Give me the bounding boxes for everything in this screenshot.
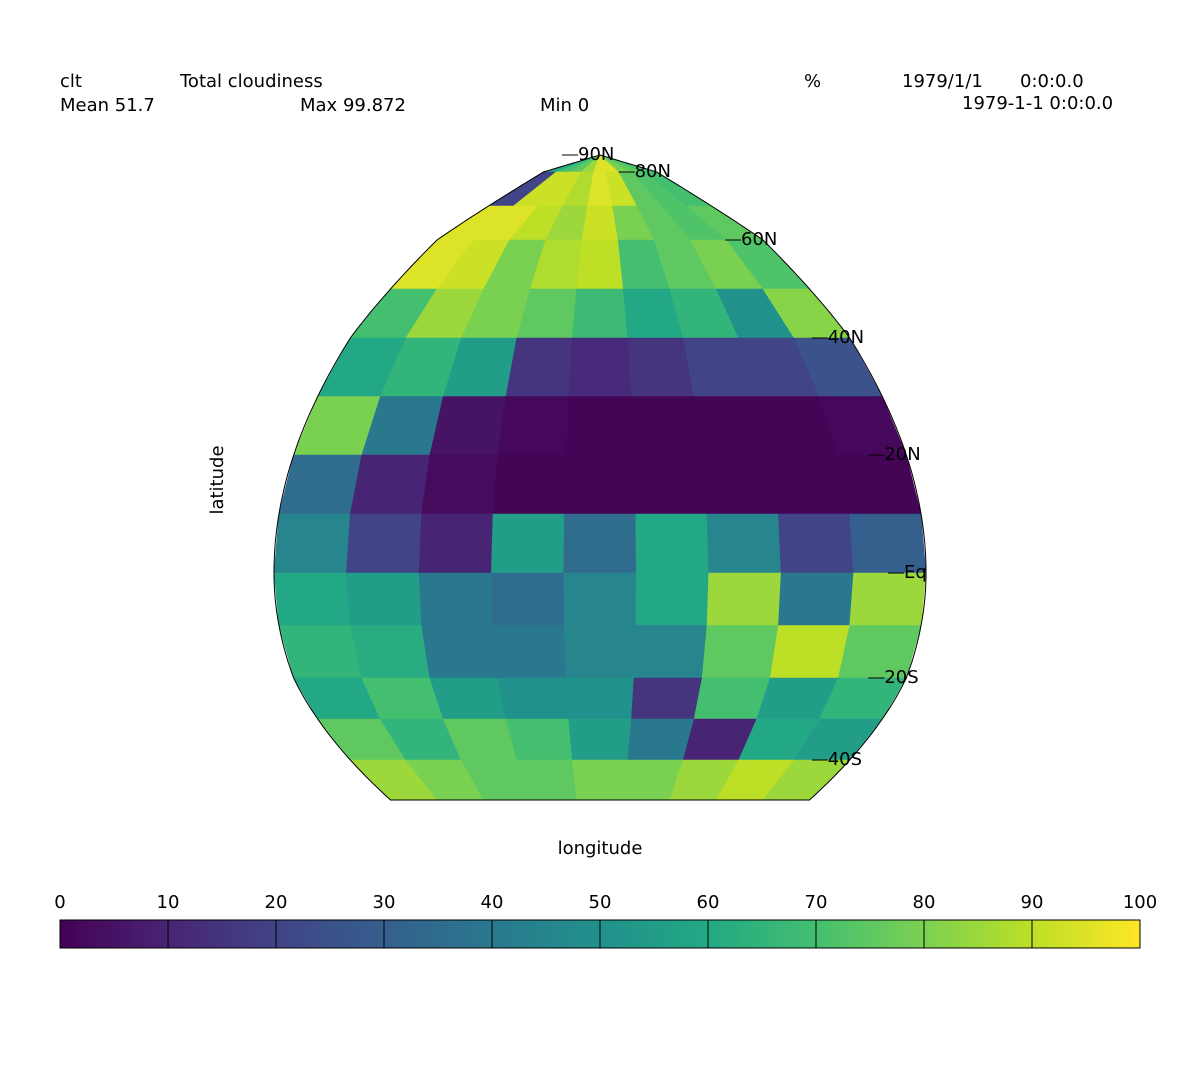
stat-label: Mean [60,95,109,116]
map-cell [491,513,565,574]
map-cell [568,337,632,397]
colorbar-segment [1032,920,1140,948]
map-cell [627,718,695,761]
colorbar-label: 50 [589,892,612,913]
units: % [804,71,821,92]
stat: Max 99.872 [300,95,406,116]
colorbar-segment [708,920,816,948]
map-cell [635,513,709,574]
stat-value: 99.872 [343,95,406,116]
colorbar-label: 10 [157,892,180,913]
map-cell [631,396,703,456]
y-axis-label: latitude [207,445,228,514]
lat-label: 90N [578,144,614,165]
variable: clt [60,71,82,92]
map-cell [706,513,782,574]
stat-value: 0 [578,95,589,116]
colorbar-label: 60 [697,892,720,913]
map-cell [563,572,637,626]
colorbar-label: 70 [805,892,828,913]
colorbar-label: 100 [1123,892,1157,913]
x-axis-label: longitude [558,838,643,859]
map-cell [701,454,779,515]
colorbar-label: 30 [373,892,396,913]
map-cell [421,454,499,515]
map-cell [492,625,567,679]
map-cell [564,454,636,515]
map-outline [273,154,927,801]
map-cell [576,239,624,290]
map-cell [581,205,619,241]
map-cell [497,677,569,720]
map-cell [273,513,351,574]
colorbar-segment [816,920,924,948]
stat-label: Max [300,95,338,116]
map-cell [701,625,779,679]
map-cell [418,513,494,574]
map-cell [491,572,565,626]
map-cell [564,625,636,679]
map-cell [346,513,422,574]
map-cell [565,677,635,720]
colorbar-segment [60,920,168,948]
map-cell [565,396,635,456]
map-cell [572,759,628,801]
long-name: Total cloudiness [179,71,323,92]
map-cell [769,625,851,679]
map-cell [421,625,499,679]
stat: Min 0 [540,95,589,116]
map-cell [572,288,628,339]
lat-label: 40N [828,327,864,348]
colorbar-label: 0 [54,892,65,913]
map-cell [505,337,573,397]
map-cell [273,572,351,626]
stat-label: Min [540,95,572,116]
colorbar-frame [59,919,1141,949]
colorbar-segment [600,920,708,948]
map-cell [633,625,708,679]
map-cell [429,677,507,720]
lat-label: Eq [904,562,927,583]
lat-label: 20S [884,667,918,688]
colorbar-segment [168,920,276,948]
datetime: 1979-1-1 0:0:0.0 [962,93,1113,114]
map-cell [349,625,431,679]
colorbar-segment [924,920,1032,948]
map-cell [627,337,695,397]
map-cell [778,513,854,574]
colorbar-label: 90 [1021,892,1044,913]
lat-label: 80N [635,161,671,182]
time: 0:0:0.0 [1020,71,1084,92]
map-cell [706,572,782,626]
map-cells [273,154,927,801]
map-cell [349,454,431,515]
map-cell [429,396,507,456]
colorbar-label: 20 [265,892,288,913]
map-cell [346,572,422,626]
map-cell [631,677,703,720]
colorbar-segment [492,920,600,948]
map-cell [769,454,851,515]
map-cell [418,572,494,626]
colorbar-segment [384,920,492,948]
colorbar-label: 80 [913,892,936,913]
stat: Mean 51.7 [60,95,155,116]
stat-value: 51.7 [115,95,155,116]
map-cell [492,454,567,515]
colorbar-segment [276,920,384,948]
map-cell [563,513,637,574]
lat-label: 60N [741,229,777,250]
colorbar-label: 40 [481,892,504,913]
date: 1979/1/1 [902,71,983,92]
map-cell [568,718,632,761]
map-cell [497,396,569,456]
map-cell [778,572,854,626]
map-cell [633,454,708,515]
lat-label: 20N [884,444,920,465]
lat-label: 40S [828,749,862,770]
map-cell [505,718,573,761]
map-cell [635,572,709,626]
